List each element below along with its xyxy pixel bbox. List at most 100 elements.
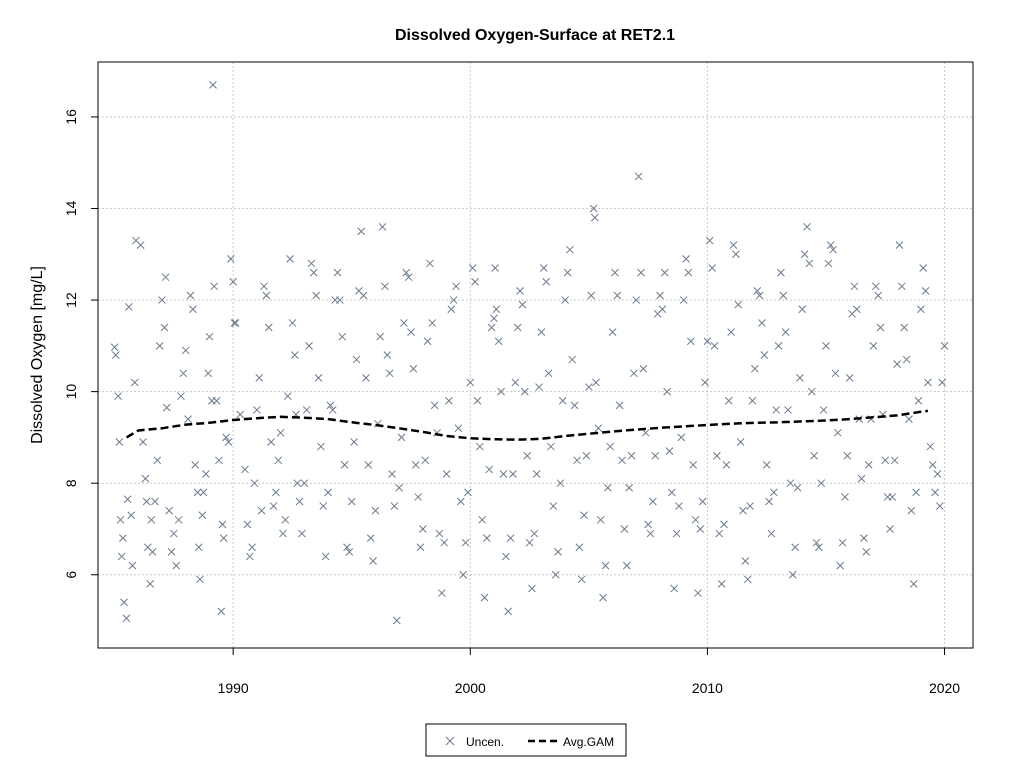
data-point — [864, 461, 873, 469]
data-point — [812, 538, 821, 547]
y-tick-label: 12 — [63, 292, 79, 308]
data-point — [494, 337, 503, 346]
chart-title: Dissolved Oxygen-Surface at RET2.1 — [395, 27, 675, 44]
data-point — [414, 493, 422, 501]
data-point — [807, 387, 816, 396]
data-point — [585, 383, 593, 391]
data-point — [575, 543, 584, 552]
data-point — [366, 534, 375, 542]
data-point — [608, 328, 617, 336]
data-point — [226, 255, 235, 263]
data-point — [791, 543, 800, 552]
data-point — [734, 300, 743, 309]
data-point — [826, 241, 835, 249]
data-point — [926, 442, 935, 451]
data-point — [888, 493, 897, 501]
data-point — [893, 360, 901, 369]
data-point — [644, 520, 652, 529]
data-point — [696, 525, 705, 533]
data-point — [314, 374, 323, 382]
data-point — [274, 456, 283, 465]
data-point — [409, 364, 418, 373]
data-point — [641, 428, 650, 437]
data-point — [523, 451, 532, 460]
data-point — [715, 529, 724, 538]
data-point — [705, 236, 714, 245]
data-point — [774, 341, 783, 350]
data-point — [298, 529, 306, 538]
legend-label-gam: Avg.GAM — [563, 735, 614, 749]
gam-layer — [125, 409, 929, 441]
data-point — [753, 287, 762, 295]
data-point — [916, 305, 925, 314]
data-point — [890, 456, 899, 465]
data-point — [518, 300, 527, 309]
legend: Uncen. Avg.GAM — [425, 723, 627, 757]
data-point — [758, 319, 766, 327]
data-point — [511, 378, 520, 387]
data-point — [520, 387, 529, 396]
data-point — [402, 268, 411, 277]
data-point — [445, 396, 453, 405]
data-point — [480, 593, 489, 602]
data-point — [170, 529, 178, 538]
data-point — [895, 241, 904, 249]
data-point — [530, 529, 539, 538]
data-point — [713, 451, 721, 460]
data-point — [179, 369, 188, 378]
data-point — [881, 456, 890, 465]
data-point — [535, 383, 543, 391]
data-point — [658, 305, 667, 314]
data-point — [230, 319, 239, 327]
data-point — [554, 548, 562, 556]
data-point — [147, 515, 156, 524]
data-point — [253, 406, 261, 414]
data-point — [279, 529, 287, 538]
data-point — [388, 470, 396, 478]
data-point — [209, 81, 217, 89]
data-point — [601, 561, 610, 570]
data-point — [525, 538, 534, 547]
data-point — [822, 341, 830, 350]
data-point — [130, 378, 139, 387]
data-point — [905, 415, 913, 423]
data-point — [772, 406, 781, 414]
data-point — [127, 511, 136, 520]
data-point — [229, 277, 238, 286]
data-point — [613, 291, 622, 300]
data-point — [603, 483, 612, 492]
data-point — [760, 351, 769, 359]
data-point — [860, 534, 868, 542]
data-point — [542, 277, 551, 286]
y-tick-label: 14 — [63, 201, 79, 217]
data-point — [269, 502, 278, 510]
data-point — [119, 534, 127, 542]
data-point — [651, 451, 660, 460]
data-point — [359, 291, 368, 300]
data-point — [810, 451, 818, 460]
data-point — [729, 241, 738, 249]
data-point — [765, 497, 773, 506]
data-point — [504, 607, 513, 616]
data-point — [473, 396, 482, 405]
data-point — [492, 305, 501, 314]
data-point — [551, 570, 560, 579]
data-point — [158, 296, 166, 304]
data-point — [120, 598, 128, 607]
data-point — [592, 378, 600, 387]
data-point — [243, 520, 252, 529]
data-point — [805, 259, 814, 268]
data-point — [376, 332, 385, 341]
data-point — [796, 374, 804, 382]
data-point — [378, 222, 387, 231]
data-point — [570, 401, 579, 410]
data-point — [416, 543, 425, 552]
data-point — [423, 337, 432, 346]
data-point — [684, 268, 693, 277]
data-point — [146, 580, 155, 588]
legend-box — [425, 723, 627, 757]
data-point — [784, 406, 792, 414]
data-point — [544, 369, 553, 378]
data-point — [352, 355, 361, 364]
